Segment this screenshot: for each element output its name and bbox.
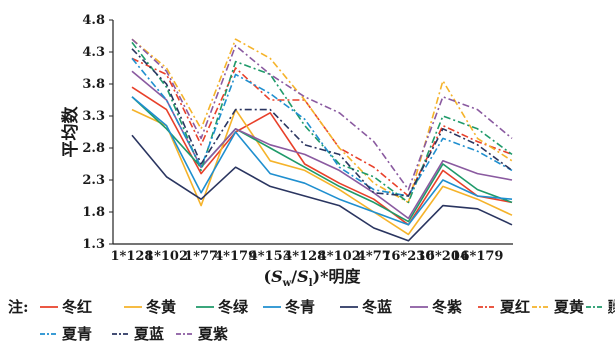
legend-label-冬黄: 冬黄 xyxy=(146,298,176,316)
y-tick-label: 2.3 xyxy=(82,173,105,188)
x-tick-label: 1*102 xyxy=(145,249,188,264)
legend-label-夏黄: 夏黄 xyxy=(553,298,584,316)
y-tick-label: 1.8 xyxy=(82,205,105,220)
legend-prefix: 注: xyxy=(8,298,29,316)
x-axis-label-open: ( xyxy=(264,267,272,286)
series-line-冬绿 xyxy=(131,96,513,223)
x-tick-label: 4*102 xyxy=(318,249,361,264)
legend-label-冬蓝: 冬蓝 xyxy=(362,298,392,316)
legend-label-夏青: 夏青 xyxy=(61,325,92,343)
series-line-冬青 xyxy=(131,96,513,226)
y-tick-label: 4.8 xyxy=(82,13,105,28)
x-axis-label-s2: S xyxy=(297,267,309,286)
legend-label-冬红: 冬红 xyxy=(62,298,92,316)
legend-label-夏红: 夏红 xyxy=(499,298,530,316)
legend: 注: 冬红 冬黄 冬绿 冬青 冬蓝 冬紫 夏红 夏黄 夏绿夏青 夏蓝 夏紫 xyxy=(8,298,615,343)
y-tick-label: 3.3 xyxy=(82,109,105,124)
x-tick-label: 4*179 xyxy=(214,249,257,264)
y-tick-label: 3.8 xyxy=(82,77,105,92)
legend-label-冬紫: 冬紫 xyxy=(432,298,462,316)
legend-label-冬青: 冬青 xyxy=(285,298,315,316)
legend-label-夏紫: 夏紫 xyxy=(197,325,228,343)
series-line-冬红 xyxy=(131,86,513,226)
legend-label-夏绿: 夏绿 xyxy=(608,298,615,316)
series-line-冬蓝 xyxy=(131,134,513,242)
y-axis-label: 平均数 xyxy=(60,106,81,158)
x-tick-label: 16*179 xyxy=(451,249,503,264)
y-tick-label: 4.3 xyxy=(82,45,105,60)
x-axis-label-sub-l: l xyxy=(309,278,313,289)
x-axis-label-rest: )*明度 xyxy=(313,267,362,286)
plot-lines xyxy=(131,38,513,242)
x-axis-label: (Sw/Sl)*明度 xyxy=(264,267,362,289)
x-tick-label: 1*77 xyxy=(184,249,218,264)
series-line-冬黄 xyxy=(131,108,513,236)
series-line-夏紫 xyxy=(131,38,513,191)
x-tick-label: 16*230 xyxy=(382,249,434,264)
x-tick-label: 4*77 xyxy=(357,249,391,264)
x-axis-label-sub-w: w xyxy=(282,278,292,289)
x-tick-label: 1*128 xyxy=(111,249,154,264)
series-line-夏蓝 xyxy=(131,48,513,197)
y-tick-labels: 1.3 1.8 2.3 2.8 3.3 3.8 4.3 4.8 xyxy=(82,13,113,252)
x-tick-label: 4*128 xyxy=(283,249,326,264)
series-line-夏绿 xyxy=(131,41,513,204)
x-tick-labels: 1*1281*1021*774*1794*1534*1284*1024*7716… xyxy=(111,249,504,264)
series-line-夏黄 xyxy=(131,38,513,204)
x-axis-label-slash: / xyxy=(291,267,297,286)
series-line-夏红 xyxy=(131,57,513,197)
y-tick-label: 2.8 xyxy=(82,141,105,156)
legend-label-冬绿: 冬绿 xyxy=(218,298,249,316)
x-axis-label-s1: S xyxy=(271,267,283,286)
y-tick-label: 1.3 xyxy=(82,237,105,252)
series-line-夏青 xyxy=(131,57,513,197)
axes xyxy=(112,20,513,245)
legend-label-夏蓝: 夏蓝 xyxy=(133,325,164,343)
x-tick-label: 4*153 xyxy=(249,249,292,264)
x-tick-label: 16*204 xyxy=(417,249,469,264)
